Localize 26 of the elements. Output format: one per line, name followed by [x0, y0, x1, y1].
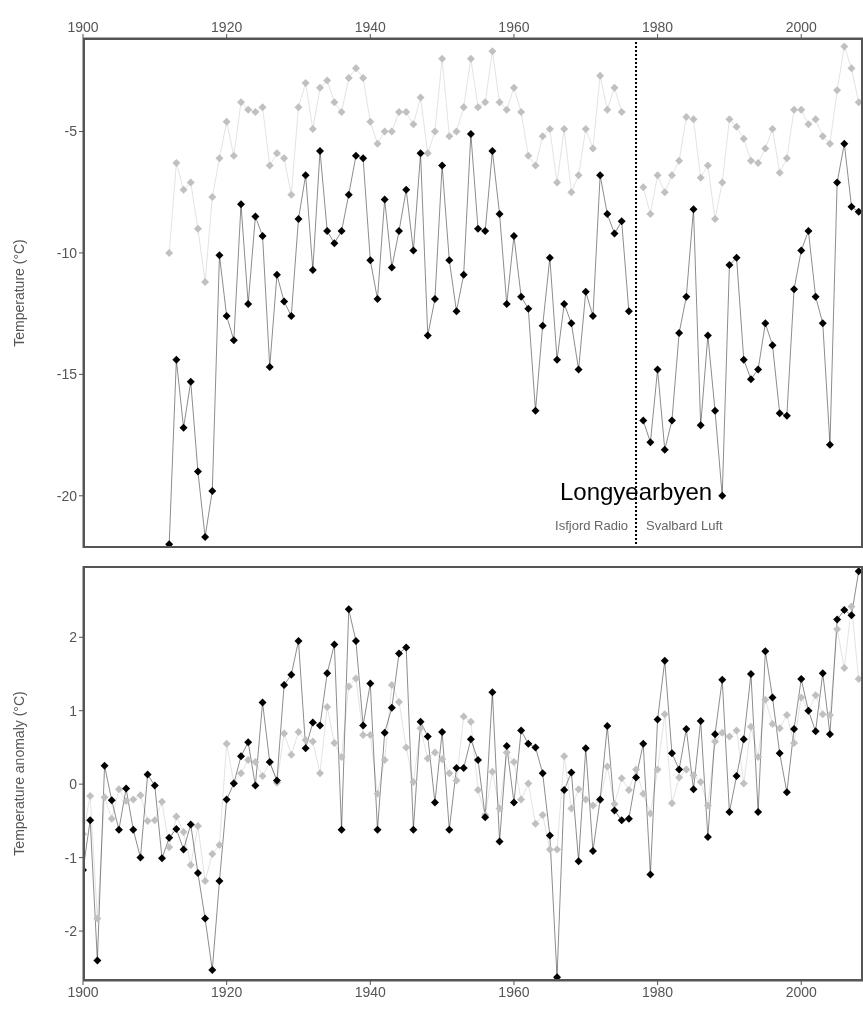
y-axis-title: Temperature (°C) — [10, 239, 27, 347]
x-tick-label: 1960 — [498, 983, 530, 1000]
x-tick-label: 1980 — [642, 983, 674, 1000]
x-tick-label: 1920 — [211, 983, 243, 1000]
y-tick-label: 1 — [69, 702, 78, 719]
y-tick-label: 2 — [69, 629, 78, 646]
y-tick-label: 0 — [69, 776, 78, 793]
y-tick-label: -10 — [56, 244, 78, 261]
y-tick-label: -15 — [56, 366, 78, 383]
y-tick-label: -1 — [64, 849, 78, 866]
annotation: Svalbard Luft — [646, 518, 724, 533]
x2-tick-label: 1940 — [354, 19, 387, 35]
x2-tick-label: 1980 — [642, 19, 674, 35]
annotation: Isfjord Radio — [554, 518, 629, 533]
y-tick-label: -5 — [64, 123, 78, 140]
y-tick-label: -2 — [64, 923, 78, 940]
x2-tick-label: 1920 — [211, 19, 243, 35]
x2-tick-label: 2000 — [785, 19, 818, 35]
x-tick-label: 2000 — [785, 983, 818, 1000]
y-tick-label: -20 — [56, 487, 78, 504]
x2-tick-label: 1900 — [67, 19, 99, 35]
x2-tick-label: 1960 — [498, 19, 530, 35]
y-axis-title: Temperature anomaly (°C) — [10, 691, 27, 856]
x-tick-label: 1940 — [354, 983, 387, 1000]
annotation: Longyearbyen — [558, 478, 714, 506]
x-tick-label: 1900 — [67, 983, 99, 1000]
